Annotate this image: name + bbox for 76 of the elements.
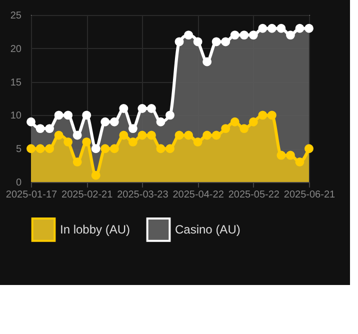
point	[212, 37, 221, 46]
point	[110, 144, 119, 154]
point	[64, 137, 73, 146]
x-tick-label: 2025-01-17	[6, 190, 58, 200]
point	[45, 144, 54, 154]
point	[286, 30, 295, 40]
y-tick-label: 10	[10, 110, 22, 122]
legend-label: Casino (AU)	[175, 222, 240, 237]
point	[212, 130, 221, 140]
point	[166, 144, 174, 154]
point	[276, 24, 286, 33]
point	[248, 117, 258, 126]
point	[54, 130, 64, 140]
point	[36, 124, 45, 134]
point	[230, 117, 240, 126]
x-tick-label: 2025-06-21	[284, 190, 336, 200]
point	[72, 157, 82, 166]
point	[166, 110, 174, 120]
point	[100, 144, 110, 154]
y-tick-label: 0	[16, 178, 22, 188]
point	[276, 150, 286, 160]
point	[146, 104, 156, 113]
point	[82, 110, 92, 120]
point	[110, 117, 119, 126]
y-tick-label: 5	[16, 144, 22, 156]
point	[26, 117, 36, 126]
point	[26, 144, 36, 154]
point	[295, 157, 304, 166]
point	[304, 24, 314, 33]
point	[54, 110, 64, 120]
point	[184, 30, 194, 40]
point	[156, 117, 166, 126]
point	[286, 150, 295, 160]
y-tick-label: 15	[10, 77, 22, 88]
x-tick-label: 2025-02-21	[62, 190, 114, 200]
point	[156, 144, 166, 154]
point	[258, 24, 268, 33]
point	[128, 124, 138, 134]
point	[193, 37, 202, 46]
y-tick-label: 25	[10, 10, 22, 22]
point	[64, 110, 73, 120]
point	[240, 124, 249, 134]
point	[258, 110, 268, 120]
point	[230, 30, 240, 40]
y-tick-label: 20	[10, 44, 22, 55]
point	[146, 130, 156, 140]
point	[221, 124, 230, 134]
point	[91, 170, 100, 180]
point	[202, 57, 212, 66]
point	[138, 130, 147, 140]
point	[138, 104, 147, 113]
point	[45, 124, 54, 134]
point	[174, 130, 184, 140]
x-tick-label: 2025-04-22	[172, 190, 224, 200]
point	[82, 137, 92, 146]
x-tick-label: 2025-03-23	[117, 190, 169, 200]
point	[184, 130, 194, 140]
point	[202, 130, 212, 140]
point	[267, 24, 276, 33]
point	[119, 104, 128, 113]
legend-label: In lobby (AU)	[60, 222, 130, 237]
point	[100, 117, 110, 126]
point	[119, 130, 128, 140]
point	[72, 130, 82, 140]
x-tick-label: 2025-05-22	[228, 190, 280, 200]
point	[304, 144, 314, 154]
point	[267, 110, 276, 120]
point	[295, 24, 304, 33]
point	[128, 137, 138, 146]
point	[91, 144, 100, 154]
point	[174, 37, 184, 46]
point	[193, 137, 202, 146]
point	[36, 144, 45, 154]
point	[221, 37, 230, 46]
point	[240, 30, 249, 40]
point	[248, 30, 258, 40]
